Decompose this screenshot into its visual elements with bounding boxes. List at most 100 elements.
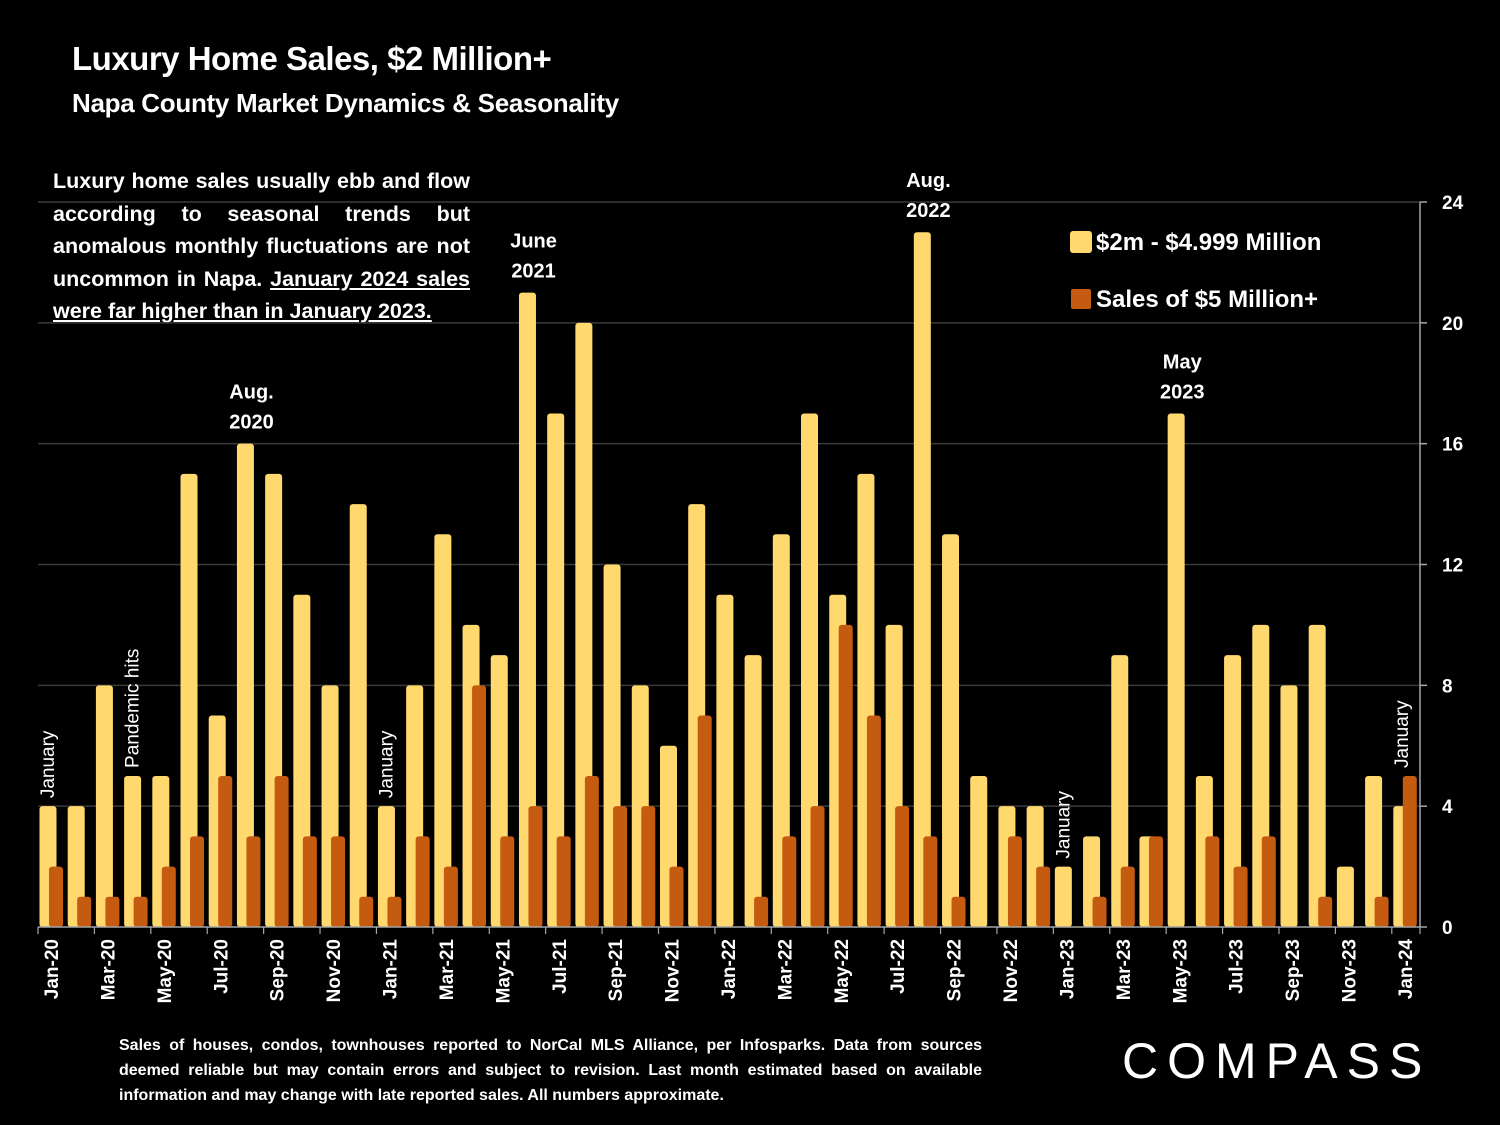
bar-series-2	[246, 836, 261, 927]
bar-series-2	[866, 715, 881, 927]
bar-series-2	[49, 866, 63, 927]
bar-series-1	[1167, 413, 1185, 927]
x-tick-label: Sep-20	[268, 939, 289, 1001]
bar-series-2	[1007, 836, 1022, 927]
bars	[39, 232, 1417, 928]
bar-series-2	[387, 896, 402, 927]
compass-logo: COMPASS	[1122, 1033, 1432, 1089]
annotation-label: January	[1053, 790, 1074, 858]
legend: $2m - $4.999 Million Sales of $5 Million…	[1070, 229, 1321, 313]
bar-series-1	[1111, 655, 1129, 927]
bar-series-1	[1365, 775, 1383, 927]
x-tick-label: Jul-23	[1227, 939, 1248, 994]
bar-series-1	[434, 534, 452, 927]
x-tick-label: May-23	[1170, 939, 1191, 1003]
annotations: January Pandemic hits Aug. 2020 January June 2…	[38, 170, 1413, 858]
annotation-label: 2020	[229, 412, 274, 434]
bar-series-2	[613, 806, 628, 927]
bar-series-2	[641, 806, 656, 927]
x-tick-label: May-22	[832, 939, 853, 1003]
legend-label-series-1: $2m - $4.999 Million	[1096, 229, 1321, 256]
bar-series-2	[218, 775, 233, 927]
bar-series-1	[95, 685, 113, 927]
x-tick-label: Jan-24	[1396, 939, 1417, 1000]
bar-series-1	[547, 413, 565, 927]
bar-series-2	[1205, 836, 1220, 927]
x-tick-label: Mar-20	[99, 939, 120, 1000]
axes: 0 4 8 12 16 20 24 Jan-20 Mar-20 May-20 Jul-20 Sep-2…	[37, 193, 1464, 1004]
bar-series-2	[1318, 896, 1333, 927]
chart-subtitle: Napa County Market Dynamics & Seasonalit…	[72, 88, 619, 118]
y-tick-label: 24	[1442, 193, 1464, 214]
bar-series-2	[500, 836, 515, 927]
bar-series-2	[302, 836, 317, 927]
bar-series-2	[923, 836, 938, 927]
bar-series-2	[1036, 866, 1051, 927]
bar-series-2	[161, 866, 176, 927]
bar-series-1	[801, 413, 819, 927]
x-tick-label: Mar-21	[437, 939, 458, 1001]
y-tick-label: 4	[1442, 797, 1453, 818]
y-tick-label: 8	[1442, 676, 1453, 697]
bar-series-1	[124, 775, 142, 927]
x-tick-label: Mar-23	[1114, 939, 1135, 1000]
annotation-label: 2022	[906, 200, 951, 222]
chart-title: Luxury Home Sales, $2 Million+	[72, 40, 552, 77]
annotation-label: January	[38, 730, 59, 798]
legend-label-series-2: Sales of $5 Million+	[1096, 286, 1318, 313]
x-tick-label: Jul-20	[211, 939, 232, 994]
bar-series-1	[942, 534, 960, 927]
bar-series-2	[1092, 896, 1107, 927]
bar-series-1	[970, 775, 988, 927]
x-tick-label: Sep-22	[945, 939, 966, 1001]
bar-series-2	[1402, 775, 1417, 927]
y-tick-label: 16	[1442, 435, 1463, 456]
x-tick-label: Jan-20	[42, 939, 63, 999]
bar-series-2	[274, 775, 289, 927]
bar-series-1	[1224, 655, 1242, 927]
bar-series-2	[105, 896, 120, 927]
bar-series-2	[1374, 896, 1389, 927]
bar-series-1	[1280, 685, 1298, 927]
annotation-label: January	[377, 730, 398, 798]
bar-series-2	[838, 624, 853, 927]
bar-series-2	[133, 896, 148, 927]
legend-swatch-series-2	[1071, 289, 1091, 309]
x-tick-label: Jan-23	[1057, 939, 1078, 999]
legend-swatch-series-1	[1070, 231, 1092, 253]
bar-series-2	[443, 866, 458, 927]
bar-series-2	[528, 806, 543, 927]
x-tick-label: Nov-22	[1001, 939, 1022, 1002]
annotation-label: 2023	[1160, 381, 1205, 403]
x-tick-label: May-21	[493, 939, 514, 1004]
bar-series-2	[669, 866, 684, 927]
bar-series-1	[349, 504, 367, 927]
bar-series-1	[1054, 866, 1072, 927]
bar-series-2	[951, 896, 966, 927]
bar-series-1	[236, 443, 254, 927]
y-tick-label: 0	[1442, 918, 1453, 939]
bar-series-2	[782, 836, 797, 927]
bar-series-2	[754, 896, 769, 927]
bar-series-1	[180, 473, 198, 927]
bar-series-1	[518, 292, 536, 927]
x-tick-label: Jul-22	[888, 939, 909, 994]
bar-series-2	[77, 896, 92, 927]
x-tick-label: Jan-22	[719, 939, 740, 999]
bar-series-2	[810, 806, 825, 927]
x-tick-label: Sep-21	[606, 939, 627, 1002]
bar-series-1	[1336, 866, 1354, 927]
x-tick-label: Sep-23	[1283, 939, 1304, 1001]
x-tick-label: Jul-21	[550, 939, 571, 994]
footnote: Sales of houses, condos, townhouses repo…	[119, 1037, 982, 1104]
bar-series-1	[913, 232, 931, 928]
bar-series-2	[1148, 836, 1163, 927]
x-tick-label: Nov-21	[663, 939, 684, 1003]
annotation-label: Aug.	[229, 382, 273, 404]
x-tick-label: Jan-21	[381, 939, 402, 1000]
bar-series-2	[584, 775, 599, 927]
x-tick-label: Mar-22	[775, 939, 796, 1000]
annotation-label: June	[510, 231, 557, 253]
y-tick-label: 20	[1442, 314, 1463, 335]
